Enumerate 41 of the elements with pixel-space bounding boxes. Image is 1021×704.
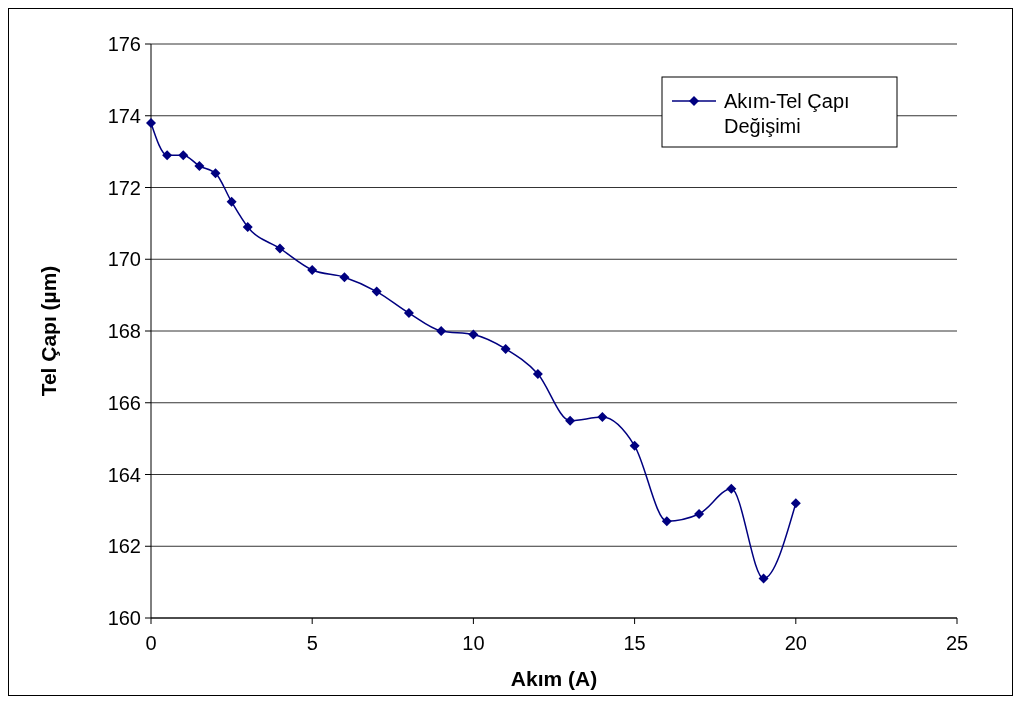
point [565,415,576,426]
point [629,440,640,451]
point [162,150,173,161]
point [274,243,285,254]
point [210,168,221,179]
point [339,272,350,283]
x-tick-label: 15 [623,632,646,654]
point [371,286,382,297]
x-tick-label: 20 [784,632,807,654]
y-tick-label: 166 [107,391,141,414]
y-tick-label: 176 [107,33,141,55]
y-tick-label: 168 [107,320,141,342]
x-tick-label: 25 [945,632,969,654]
point [597,412,608,423]
x-tick-label: 10 [462,632,485,654]
y-tick-label: 172 [107,176,141,199]
x-tick-label: 0 [145,632,157,654]
point [500,343,511,354]
y-tick-label: 170 [107,248,141,271]
x-tick-label: 5 [306,632,318,654]
point [790,498,801,509]
point [468,329,479,340]
point [242,221,253,232]
x-axis-title: Akım (A) [510,667,598,690]
y-tick-label: 160 [107,607,141,629]
y-axis-title: Tel Çapı (µm) [37,265,60,397]
point [178,150,189,161]
point [694,508,705,519]
point [436,326,447,336]
y-tick-label: 162 [107,535,141,558]
y-tick-label: 164 [107,463,141,486]
point [532,369,543,380]
point [758,573,769,584]
y-tick-label: 174 [107,104,141,127]
point [307,265,318,276]
point [226,196,237,207]
legend-label: Akım-Tel Çapı Değişimi [724,90,850,137]
point [403,308,414,319]
point [661,516,672,527]
point [726,483,737,494]
point [194,160,205,171]
